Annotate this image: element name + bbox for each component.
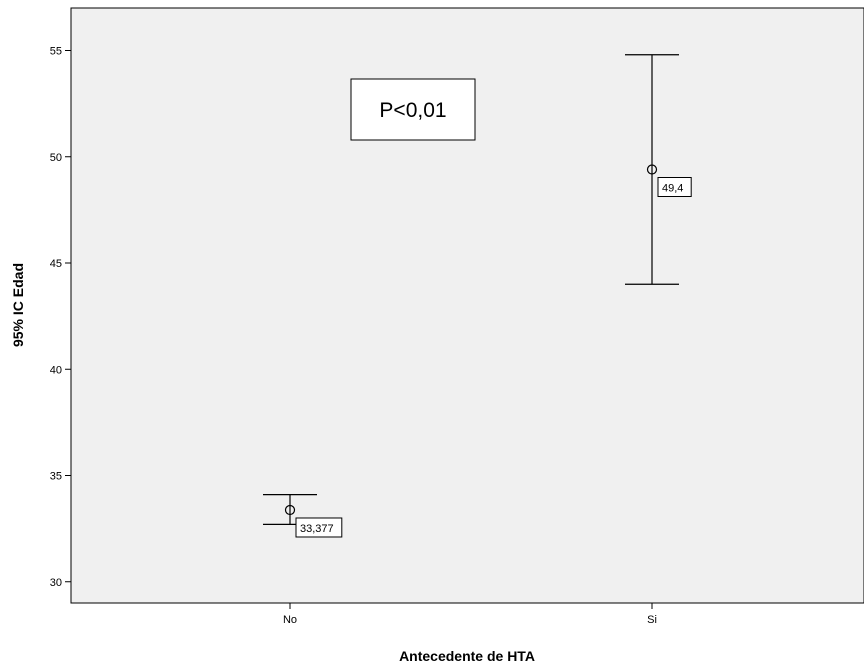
mean-point [284, 504, 296, 516]
x-axis: No Si [283, 603, 657, 626]
x-tick-label: Si [647, 614, 657, 626]
x-axis-title: Antecedente de HTA [399, 648, 535, 664]
data-label: 33,377 [300, 523, 334, 535]
annotation-text: P<0,01 [379, 99, 446, 122]
y-tick-label: 30 [50, 577, 62, 589]
y-tick-label: 45 [50, 258, 62, 270]
y-tick-label: 50 [50, 152, 62, 164]
data-label-box [295, 517, 343, 538]
data-label-box [657, 177, 692, 197]
y-tick-label: 40 [50, 364, 62, 376]
y-axis: 30 35 40 45 50 55 [50, 46, 71, 589]
annotation-box: P<0,01 [350, 78, 476, 141]
data-label: 49,4 [662, 183, 683, 195]
y-axis-title: 95% IC Edad [10, 263, 26, 347]
mean-point [646, 164, 658, 175]
y-tick-label: 35 [50, 471, 62, 483]
error-bars: 33,377 49,4 [263, 54, 692, 538]
y-tick-label: 55 [50, 46, 62, 58]
x-tick-label: No [283, 614, 297, 626]
